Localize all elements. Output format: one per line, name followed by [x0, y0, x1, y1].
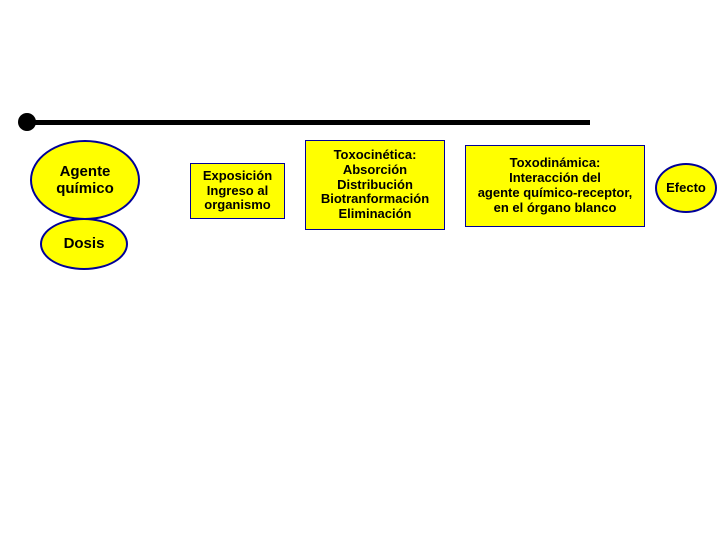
node-agente-label: Agentequímico — [56, 163, 114, 198]
header-rule — [35, 120, 590, 125]
node-agente: Agentequímico — [30, 140, 140, 220]
header-rule-dot — [18, 113, 36, 131]
node-efecto: Efecto — [655, 163, 717, 213]
node-toxodinamica: Toxodinámica:Interacción delagente quími… — [465, 145, 645, 227]
node-dosis: Dosis — [40, 218, 128, 270]
node-toxodinamica-label: Toxodinámica:Interacción delagente quími… — [478, 156, 633, 216]
node-exposicion-label: ExposiciónIngreso alorganismo — [203, 169, 272, 214]
node-toxocinetica-label: Toxocinética:AbsorciónDistribuciónBiotra… — [321, 148, 429, 223]
node-dosis-label: Dosis — [64, 235, 105, 252]
node-toxocinetica: Toxocinética:AbsorciónDistribuciónBiotra… — [305, 140, 445, 230]
node-efecto-label: Efecto — [666, 181, 706, 196]
node-exposicion: ExposiciónIngreso alorganismo — [190, 163, 285, 219]
